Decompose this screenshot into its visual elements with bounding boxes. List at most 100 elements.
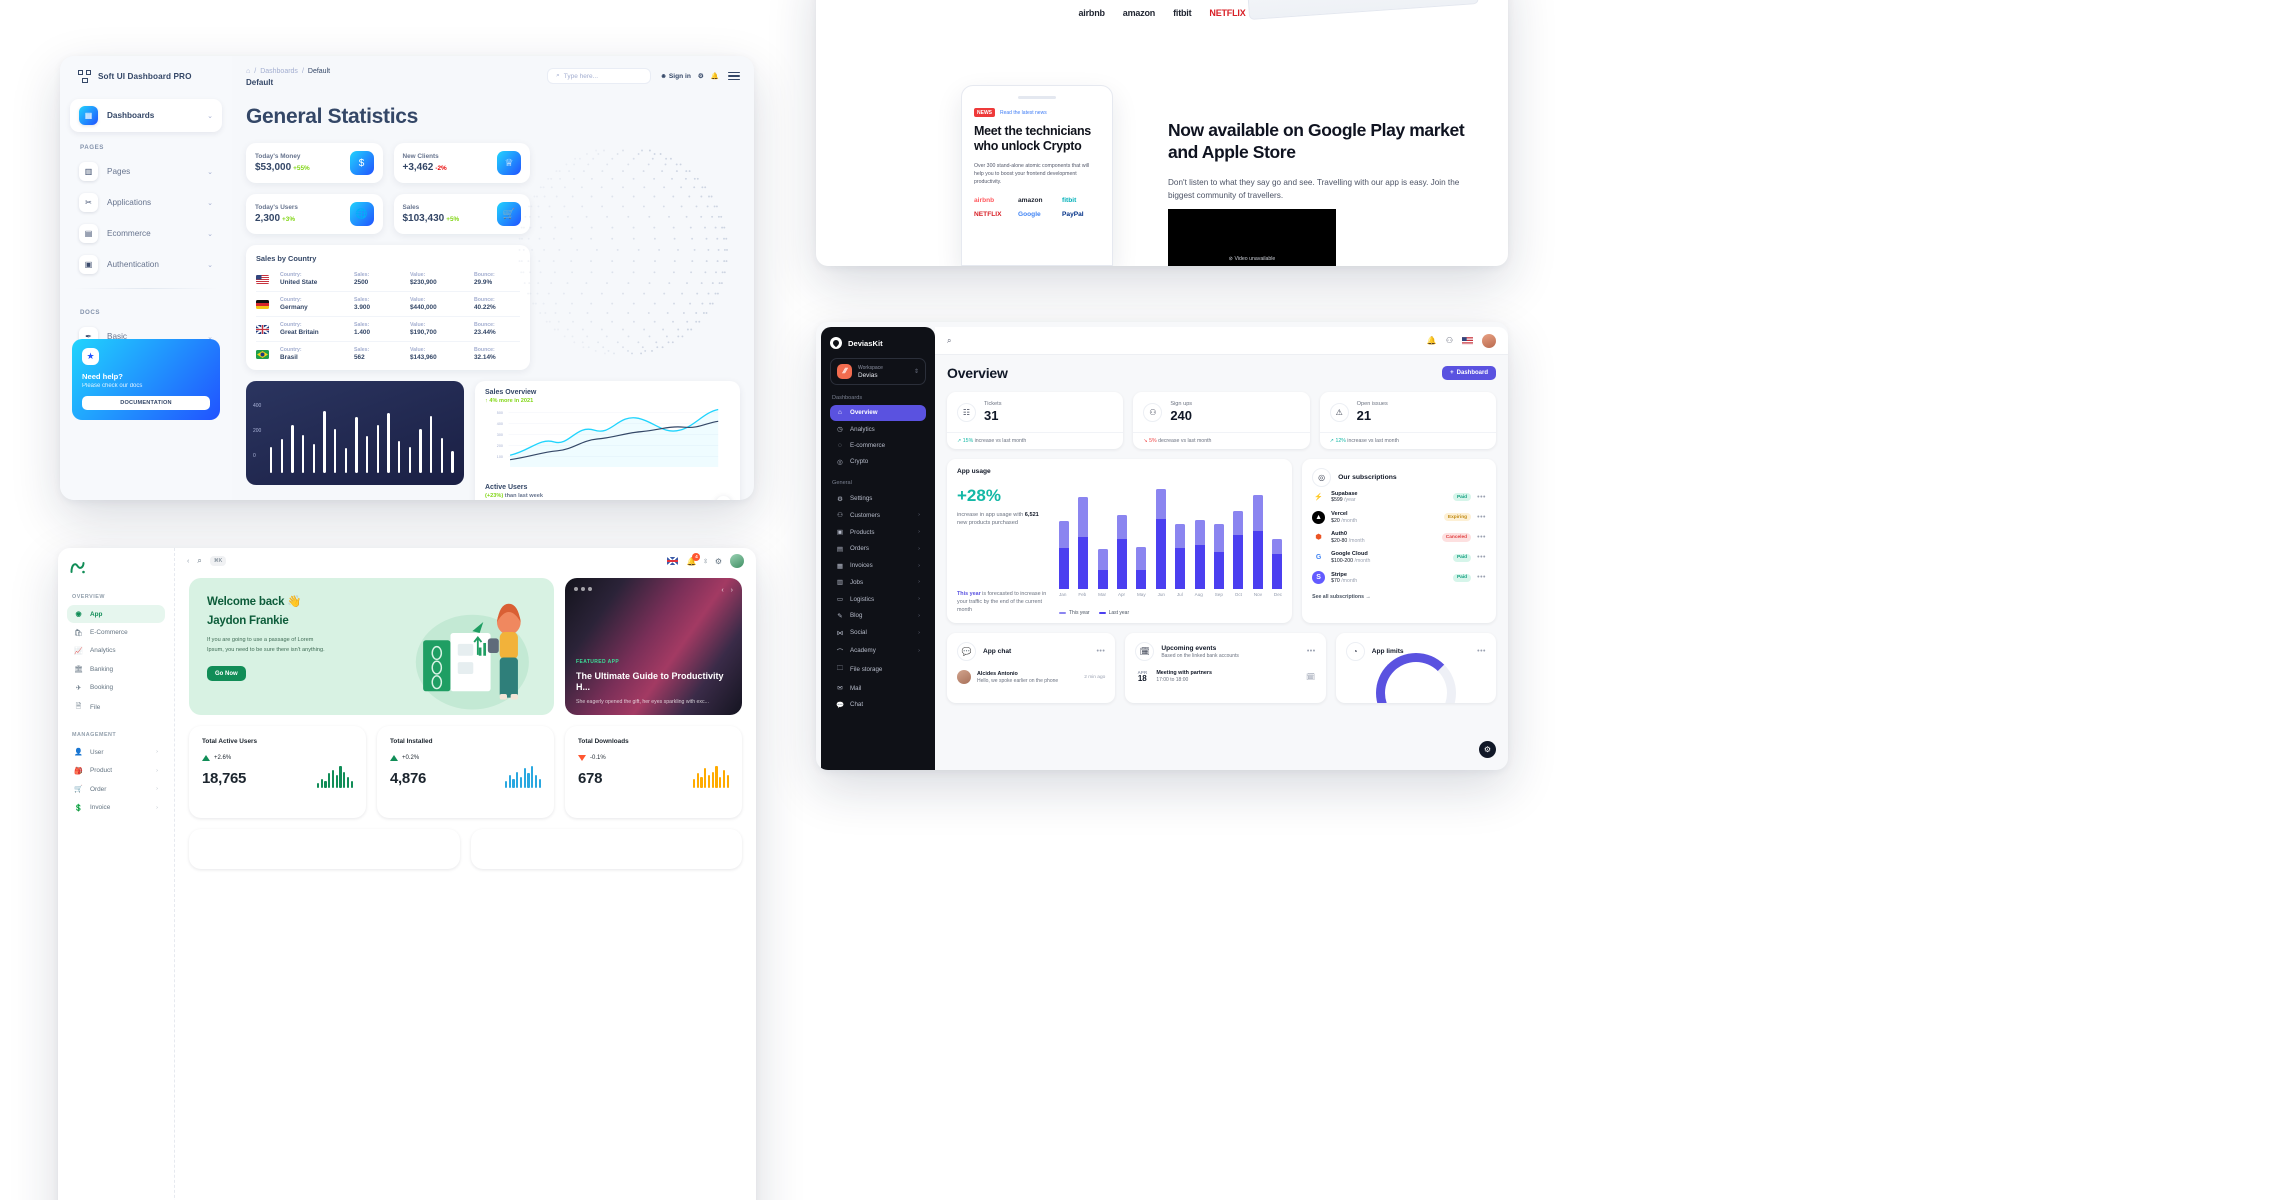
promo-headline: Now available on Google Play market and … bbox=[1168, 120, 1465, 162]
calendar-small-icon[interactable]: 🗓 bbox=[1306, 673, 1316, 681]
menu-toggle-button[interactable] bbox=[728, 70, 740, 83]
bell-icon[interactable]: 🔔 bbox=[710, 73, 719, 80]
chevron-down-icon: ⌄ bbox=[207, 261, 213, 269]
list-item[interactable]: ▲ Vercel $20 /month Expiring ••• bbox=[1312, 507, 1486, 527]
documentation-button[interactable]: DOCUMENTATION bbox=[82, 396, 210, 410]
chevron-right-icon[interactable]: › bbox=[730, 587, 733, 594]
sign-in-link[interactable]: ☻ Sign in bbox=[660, 73, 691, 80]
limits-header: ◔ App limits ••• bbox=[1345, 642, 1486, 661]
search-icon[interactable]: ⌕ bbox=[947, 335, 952, 345]
chevron-left-icon[interactable]: ‹ bbox=[721, 587, 724, 594]
sidebar-item-mail[interactable]: ✉ Mail bbox=[830, 680, 926, 697]
flag-us-icon[interactable] bbox=[1462, 336, 1473, 345]
sidebar-item-blog[interactable]: ✎ Blog › bbox=[830, 608, 926, 625]
list-item[interactable]: ⬢ Auth0 $20-80 /month Canceled ••• bbox=[1312, 527, 1486, 547]
sidebar-item-customers[interactable]: ⚇ Customers › bbox=[830, 507, 926, 524]
sidebar-item-user[interactable]: 👤 User › bbox=[67, 743, 165, 761]
status-badge: Canceled bbox=[1441, 533, 1472, 542]
sidebar-item-file[interactable]: 🗎 File bbox=[67, 697, 165, 718]
news-link[interactable]: Read the latest news bbox=[1000, 109, 1047, 116]
collapse-icon[interactable]: ‹ bbox=[187, 557, 190, 565]
settings-fab-button[interactable]: ⚙ bbox=[1479, 741, 1496, 758]
svg-text:500: 500 bbox=[497, 411, 503, 415]
sidebar-item-chat[interactable]: 💬 Chat bbox=[830, 697, 926, 714]
sidebar-item-invoices[interactable]: ▦ Invoices › bbox=[830, 557, 926, 574]
sidebar-item-product[interactable]: 🎒 Product › bbox=[67, 762, 165, 780]
contacts-icon[interactable]: ⚇ bbox=[1445, 336, 1453, 345]
list-item[interactable]: ⚡ Supabase $599 /year Paid ••• bbox=[1312, 487, 1486, 507]
bell-icon[interactable]: 🔔 4 bbox=[686, 552, 701, 566]
chat-list-item[interactable]: Alcides Antonio Hello, we spoke earlier … bbox=[957, 670, 1105, 684]
sidebar-item-analytics[interactable]: 📈 Analytics bbox=[67, 642, 165, 660]
go-now-button[interactable]: Go Now bbox=[207, 666, 246, 681]
carousel-nav[interactable]: ‹ › bbox=[721, 587, 733, 594]
sidebar-item-crypto[interactable]: ◎ Crypto bbox=[830, 453, 926, 470]
sidebar-item-ecommerce[interactable]: ▤ Ecommerce ⌄ bbox=[70, 218, 222, 249]
see-all-subscriptions-link[interactable]: See all subscriptions → bbox=[1312, 594, 1486, 600]
svg-text:200: 200 bbox=[497, 444, 503, 448]
bell-icon[interactable]: 🔔 bbox=[1426, 336, 1437, 345]
topbar-actions: ☻ Sign in ⚙ 🔔 bbox=[660, 72, 719, 81]
more-icon[interactable]: ••• bbox=[1477, 554, 1486, 562]
devias-brand[interactable]: DeviasKit bbox=[830, 337, 926, 349]
sidebar-item-dashboards[interactable]: ▦ Dashboards ⌄ bbox=[70, 99, 222, 132]
devias-stat-cards: ☷ Tickets 31 ↗ 15% increase vs last mont… bbox=[947, 392, 1496, 449]
sidebar-item-file-storage[interactable]: 🗀 File storage bbox=[830, 660, 926, 680]
avatar[interactable] bbox=[1482, 333, 1496, 348]
search-input[interactable]: ⌕ Type here... bbox=[547, 68, 652, 84]
home-icon[interactable]: ⌂ bbox=[246, 68, 251, 75]
sidebar-item-booking[interactable]: ✈ Booking bbox=[67, 679, 165, 697]
more-icon[interactable]: ••• bbox=[1096, 648, 1106, 655]
more-icon[interactable]: ••• bbox=[1477, 513, 1486, 521]
sidebar-item-logistics[interactable]: ▭ Logistics › bbox=[830, 591, 926, 608]
sidebar-item-orders[interactable]: ▤ Orders › bbox=[830, 540, 926, 557]
gear-icon[interactable]: ⚙ bbox=[716, 496, 731, 500]
featured-app-card[interactable]: ‹ › FEATURED APP The Ultimate Guide to Pr… bbox=[565, 578, 742, 715]
sidebar-item-banking[interactable]: 🏛 Banking bbox=[67, 660, 165, 678]
sidebar-item-invoice[interactable]: 💲 Invoice › bbox=[67, 798, 165, 816]
sidebar-item-applications[interactable]: ✂ Applications ⌄ bbox=[70, 187, 222, 218]
sidebar-item-ecommerce[interactable]: ◌ E-commerce bbox=[830, 438, 926, 454]
dashboard-button[interactable]: + Dashboard bbox=[1442, 366, 1496, 380]
sidebar-item-order[interactable]: 🛒 Order › bbox=[67, 780, 165, 798]
sidebar-item-overview[interactable]: ⌂ Overview bbox=[830, 405, 926, 421]
avatar[interactable] bbox=[730, 554, 744, 568]
more-icon[interactable]: ••• bbox=[1477, 493, 1486, 501]
dollar-icon: $ bbox=[349, 151, 374, 175]
search-icon[interactable]: ⌕ bbox=[197, 556, 202, 565]
gear-icon[interactable]: ⚙ bbox=[714, 556, 722, 566]
event-list-item[interactable]: APR 18 Meeting with partners 17:00 to 18… bbox=[1135, 670, 1315, 683]
flag-gb-icon[interactable] bbox=[667, 557, 679, 565]
sidebar-item-authentication[interactable]: ▣ Authentication ⌄ bbox=[70, 249, 222, 280]
sidebar-item-app[interactable]: ◉ App bbox=[67, 605, 165, 624]
more-icon[interactable]: ••• bbox=[1306, 648, 1316, 655]
sidebar-section-pages: PAGES bbox=[80, 144, 104, 151]
active-users-block: Active Users (+23%) than last week Users… bbox=[485, 484, 730, 500]
notification-badge: 4 bbox=[692, 552, 701, 561]
sidebar-item-products[interactable]: ▣ Products › bbox=[830, 524, 926, 541]
see-all-label: See all subscriptions bbox=[1312, 593, 1365, 600]
stat-label: Total Installed bbox=[390, 738, 433, 745]
list-item[interactable]: S Stripe $70 /month Paid ••• bbox=[1312, 568, 1486, 588]
sidebar-item-pages[interactable]: ▥ Pages ⌄ bbox=[70, 156, 222, 187]
gear-icon[interactable]: ⚙ bbox=[697, 73, 704, 80]
contacts-icon[interactable]: ⦂ bbox=[704, 556, 707, 565]
sidebar-item-settings[interactable]: ⚙ Settings bbox=[830, 490, 926, 507]
video-player[interactable]: ⊘ Video unavailable bbox=[1168, 209, 1336, 266]
sidebar-item-academy[interactable]: ⌒ Academy › bbox=[830, 641, 926, 660]
more-icon[interactable]: ••• bbox=[1477, 648, 1486, 655]
workspace-switcher[interactable]: ⫻ Workspace Devias ⇕ bbox=[830, 358, 926, 385]
breadcrumb-parent[interactable]: Dashboards bbox=[260, 68, 298, 75]
more-icon[interactable]: ••• bbox=[1477, 533, 1486, 541]
stat-label: Tickets bbox=[984, 401, 1002, 407]
minimal-logo-icon[interactable] bbox=[70, 560, 85, 575]
list-item[interactable]: G Google Cloud $100-200 /month Paid ••• bbox=[1312, 548, 1486, 568]
more-icon[interactable]: ••• bbox=[1477, 574, 1486, 582]
workspace-value: Devias bbox=[858, 371, 878, 379]
sidebar-item-jobs[interactable]: ▥ Jobs › bbox=[830, 574, 926, 591]
sidebar-item-social[interactable]: ⋈ Social › bbox=[830, 624, 926, 641]
app-usage-text: increase in app usage with 6,521 new pro… bbox=[957, 511, 1049, 528]
sidebar-item-ecommerce[interactable]: 🛍 E-Commerce bbox=[67, 623, 165, 641]
sidebar-item-analytics[interactable]: ◷ Analytics bbox=[830, 421, 926, 438]
softui-brand[interactable]: Soft UI Dashboard PRO bbox=[60, 56, 232, 83]
